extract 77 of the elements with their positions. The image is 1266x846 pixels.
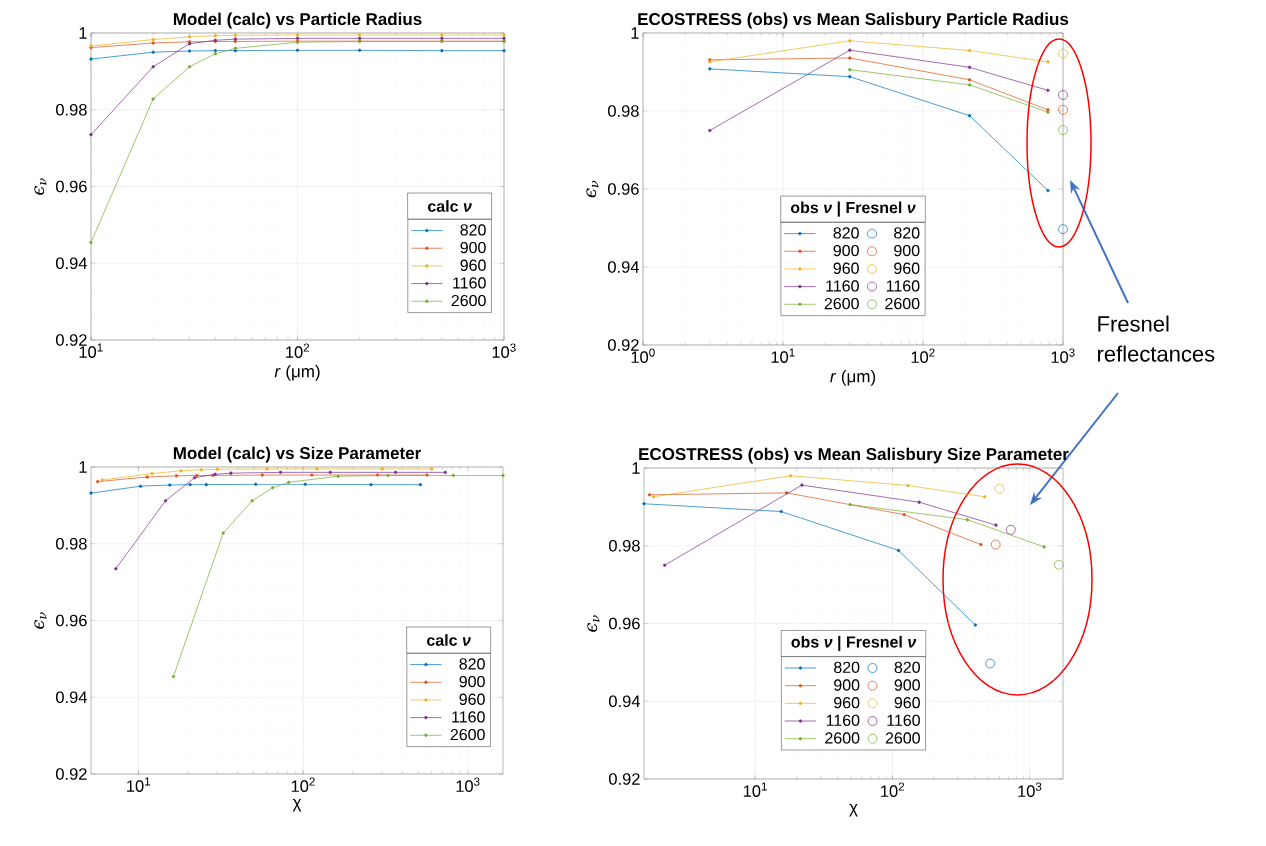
y-tick-label: 0.94: [608, 261, 639, 273]
legend-label: 2600: [824, 297, 859, 310]
legend-label: 960: [834, 697, 860, 709]
y-axis-title: ϵ$_{ν}$: [34, 612, 47, 629]
legend-label: 820: [833, 227, 859, 239]
x-tick-label: 10$^{2}$: [911, 348, 935, 364]
y-axis-title: ϵ$_{ν}$: [586, 180, 599, 198]
y-tick-label: 0.92: [56, 768, 87, 780]
legend-label: 820: [459, 658, 485, 670]
y-axis-title: ϵ$_{ν}$: [34, 178, 47, 195]
legend-title: obs ν | Fresnel ν: [790, 201, 916, 217]
legend-label: 1160: [886, 280, 920, 292]
x-tick-label: 10$^{3}$: [1051, 348, 1075, 364]
legend-label: 2600: [450, 728, 485, 741]
chart-title: ECOSTRESS (obs) vs Mean Salisbury Particle Radius: [638, 12, 1069, 29]
legend-label: 900: [833, 244, 859, 257]
x-tick-label: 10$^{1}$: [771, 348, 795, 363]
y-tick-label: 0.94: [609, 695, 640, 708]
legend-label: 820: [894, 661, 920, 673]
legend-label: 1160: [452, 711, 485, 723]
legend-label: 820: [834, 661, 860, 673]
legend-label: 1160: [826, 714, 860, 727]
legend-label: 960: [460, 259, 486, 271]
legend-title: calc ν: [428, 200, 472, 212]
legend-label: 2600: [825, 732, 860, 744]
y-tick-label: 0.98: [609, 539, 640, 552]
legend-label: 960: [833, 262, 859, 274]
legend-label: 900: [459, 675, 485, 688]
chart-title: ECOSTRESS (obs) vs Mean Salisbury Size Parameter: [639, 447, 1069, 464]
y-tick-label: 0.98: [608, 105, 639, 117]
y-tick-label: 0.98: [56, 537, 87, 550]
legend-label: 2600: [885, 732, 920, 744]
y-tick-label: 1: [79, 27, 87, 39]
legend-label: 2600: [451, 294, 486, 307]
legend-label: 1160: [826, 280, 859, 292]
y-axis-title: ϵ$_{ν}$: [587, 615, 600, 632]
y-tick-label: 0.96: [609, 617, 640, 630]
text: Fresnel reflectances: [1098, 315, 1215, 362]
y-tick-label: 1: [631, 27, 639, 39]
x-axis-title: r (μm): [830, 369, 876, 386]
x-tick-label: 10$^{2}$: [881, 782, 905, 798]
x-axis-title: χ: [849, 803, 858, 817]
x-tick-label: 10$^{3}$: [1018, 782, 1042, 798]
y-tick-label: 0.94: [56, 691, 87, 704]
chart-title: Model (calc) vs Size Parameter: [173, 446, 421, 463]
x-tick-label: 10$^{3}$: [456, 777, 480, 793]
y-tick-label: 0.96: [608, 183, 639, 195]
legend-label: 820: [460, 224, 486, 236]
x-tick-label: 10$^{1}$: [127, 777, 151, 792]
legend-label: 1160: [453, 277, 486, 289]
legend-label: 900: [834, 679, 860, 691]
chart-title: Model (calc) vs Particle Radius: [173, 12, 422, 29]
x-tick-label: 10$^{2}$: [291, 777, 315, 793]
legend-label: 820: [894, 227, 920, 239]
legend-label: 900: [460, 241, 486, 254]
x-tick-label: 10$^{1}$: [743, 782, 767, 797]
legend-label: 900: [894, 244, 920, 257]
x-tick-label: 10$^{3}$: [492, 343, 516, 359]
y-tick-label: 0.96: [56, 614, 87, 627]
y-tick-label: 0.96: [56, 180, 87, 193]
y-tick-label: 0.92: [608, 339, 639, 351]
y-tick-label: 1: [632, 462, 640, 474]
x-axis-title: r (μm): [274, 364, 320, 381]
y-tick-label: 0.98: [56, 103, 87, 116]
legend-title: calc ν: [427, 634, 471, 646]
y-tick-label: 0.92: [609, 773, 640, 785]
y-tick-label: 1: [79, 461, 87, 473]
y-tick-label: 0.94: [56, 257, 87, 270]
legend-title: obs ν | Fresnel ν: [791, 635, 917, 652]
legend-label: 2600: [885, 297, 920, 310]
legend-label: 960: [894, 697, 920, 709]
legend-label: 960: [459, 693, 485, 705]
x-tick-label: 10$^{2}$: [286, 343, 310, 359]
legend-label: 960: [894, 262, 920, 274]
legend-label: 900: [894, 679, 920, 691]
x-axis-title: χ: [292, 798, 302, 812]
legend-label: 1160: [887, 714, 920, 727]
